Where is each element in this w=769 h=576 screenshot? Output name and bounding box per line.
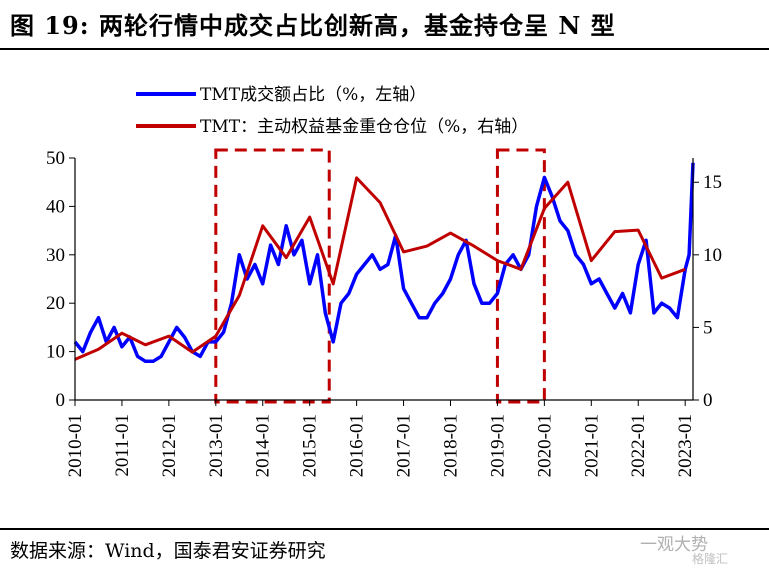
y-left-tick-label: 20 — [46, 293, 65, 314]
x-tick-label: 2015-01 — [300, 414, 321, 477]
series-lines — [73, 162, 695, 364]
source-note: 数据来源：Wind，国泰君安证券研究 — [10, 540, 326, 562]
legend-label-fund: TMT：主动权益基金重仓仓位（%，右轴） — [200, 117, 528, 137]
x-tick-label: 2022-01 — [628, 414, 649, 477]
y-left-tick-label: 50 — [46, 148, 65, 169]
axes: 0 10 20 30 40 50 0 5 10 15 2010-01 2011-01 2012-01 20… — [46, 148, 722, 477]
legend: TMT成交额占比（%，左轴） TMT：主动权益基金重仓仓位（%，右轴） — [136, 85, 528, 137]
x-tick-label: 2014-01 — [253, 414, 274, 477]
highlight-box-1 — [495, 148, 546, 404]
watermark-text: 一观大势 — [640, 535, 708, 555]
x-tick-label: 2020-01 — [534, 414, 555, 477]
y-left-tick-label: 30 — [46, 245, 65, 266]
y-right-tick-label: 10 — [703, 245, 722, 266]
series-line-1 — [74, 176, 686, 361]
x-tick-label: 2017-01 — [394, 414, 415, 477]
figure-title: 图 19: 两轮行情中成交占比创新高，基金持仓呈 N 型 — [10, 11, 616, 40]
y-left-tick-label: 40 — [46, 196, 65, 217]
x-tick-label: 2011-01 — [112, 414, 133, 477]
x-tick-label: 2016-01 — [347, 414, 368, 477]
y-right-tick-label: 0 — [703, 390, 713, 411]
y-left-tick-label: 10 — [46, 342, 65, 363]
y-right-tick-label: 15 — [703, 172, 722, 193]
x-tick-label: 2018-01 — [440, 414, 461, 477]
y-left-tick-label: 0 — [56, 390, 66, 411]
x-tick-label: 2012-01 — [159, 414, 180, 477]
source-rule — [0, 528, 769, 530]
x-tick-label: 2019-01 — [487, 414, 508, 477]
x-tick-label: 2010-01 — [65, 414, 86, 477]
x-tick-label: 2021-01 — [581, 414, 602, 477]
y-right-tick-label: 5 — [703, 317, 713, 338]
watermark-sub: 格隆汇 — [692, 552, 729, 566]
x-tick-label: 2013-01 — [206, 414, 227, 477]
title-rule — [0, 48, 769, 50]
watermark-logo: 一观大势 格隆汇 — [640, 530, 728, 566]
legend-label-turnover: TMT成交额占比（%，左轴） — [200, 85, 426, 105]
x-tick-label: 2023-01 — [675, 414, 696, 477]
chart: 0 10 20 30 40 50 0 5 10 15 2010-01 2011-01 2012-01 20… — [46, 85, 722, 477]
series-line-0 — [73, 162, 695, 364]
